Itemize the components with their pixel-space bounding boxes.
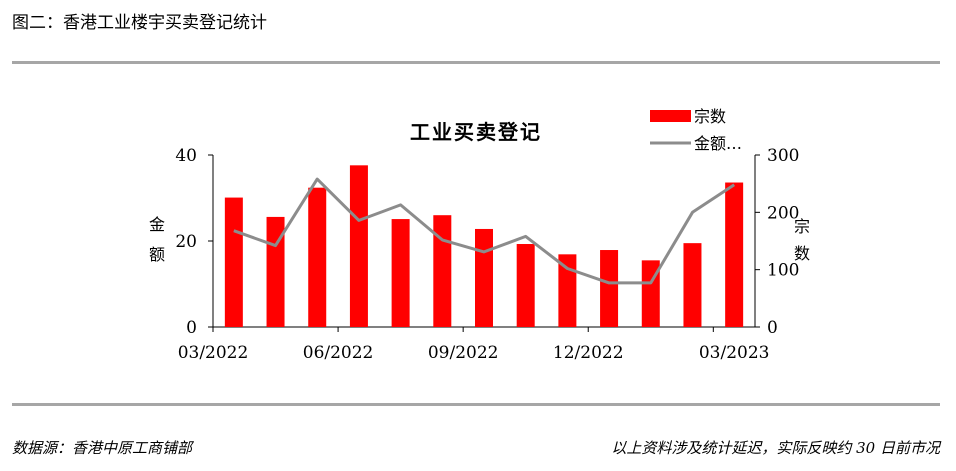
bar-02/2023: [683, 243, 702, 327]
bottom-divider: [12, 403, 940, 406]
legend-bar-swatch: [650, 110, 691, 122]
legend: 宗数 金额…: [650, 107, 742, 153]
bar-09/2022: [475, 228, 493, 327]
right-y-tick-label: 0: [767, 318, 778, 338]
x-tick-label: 03/2023: [699, 343, 770, 363]
legend-line-label: 金额…: [694, 134, 742, 153]
legend-bar-label: 宗数: [694, 107, 726, 126]
left-axis-label-char: 额: [149, 245, 165, 264]
top-divider: [12, 61, 940, 64]
left-y-tick-label: 20: [175, 232, 197, 252]
x-tick-label: 09/2022: [428, 343, 499, 363]
amount-line: [233, 177, 736, 285]
left-axis-label: 金 额: [149, 215, 165, 264]
x-tick-label: 12/2022: [553, 343, 624, 363]
right-y-tick-label: 200: [767, 203, 799, 223]
chart-title: 工业买卖登记: [410, 120, 542, 144]
left-y-tick-label: 40: [175, 146, 197, 166]
bar-07/2022: [391, 219, 410, 327]
bar-10/2022: [516, 244, 535, 327]
right-axis-label-char: 数: [794, 244, 810, 263]
bar-05/2022: [308, 187, 327, 327]
bar-03/2022: [224, 197, 243, 327]
bar-12/2022: [600, 250, 619, 327]
bar-08/2022: [433, 215, 452, 327]
plot-area: 0 20 40 0 100 200 300 03/2022 06/2022 09/2022 12/2…: [175, 146, 799, 363]
figure-caption: 图二：香港工业楼宇买卖登记统计: [12, 13, 267, 33]
left-axis-label-char: 金: [149, 215, 165, 234]
source-note: 数据源：香港中原工商铺部: [12, 439, 193, 457]
left-y-tick-label: 0: [186, 318, 197, 338]
x-tick-label: 03/2022: [178, 343, 249, 363]
right-y-tick-label: 100: [767, 261, 799, 281]
right-axis-label-char: 宗: [794, 217, 810, 236]
bar-06/2022: [349, 165, 368, 327]
footnote: 以上资料涉及统计延迟，实际反映约 30 日前市况: [611, 439, 940, 457]
bar-11/2022: [558, 254, 577, 327]
bar-03/2023: [725, 182, 744, 327]
x-tick-label: 06/2022: [303, 343, 374, 363]
right-y-tick-label: 300: [767, 146, 799, 166]
right-axis-label: 宗 数: [794, 217, 810, 263]
